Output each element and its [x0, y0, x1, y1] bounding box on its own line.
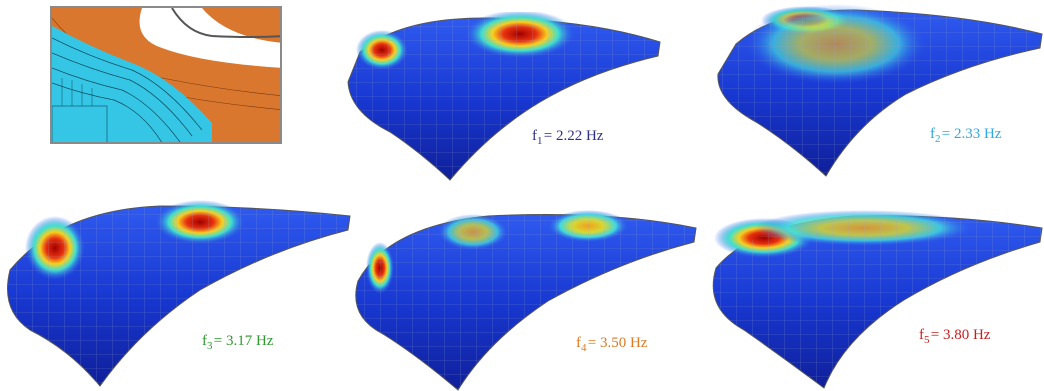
frequency-label-4: f4 = 3.50 Hz [576, 335, 648, 354]
mode-shape-4 [348, 206, 698, 391]
mode-shape-5 [704, 208, 1044, 390]
mode-shape-1 [340, 12, 670, 182]
frequency-label-5: f5 = 3.80 Hz [919, 327, 991, 346]
inset-detail-image [50, 6, 282, 144]
mode-shape-2 [706, 4, 1044, 179]
frequency-label-3: f3 = 3.17 Hz [202, 333, 274, 352]
mode-shape-3 [0, 200, 352, 388]
frequency-label-2: f2 = 2.33 Hz [930, 126, 1002, 145]
frequency-label-1: f1 = 2.22 Hz [532, 128, 604, 147]
